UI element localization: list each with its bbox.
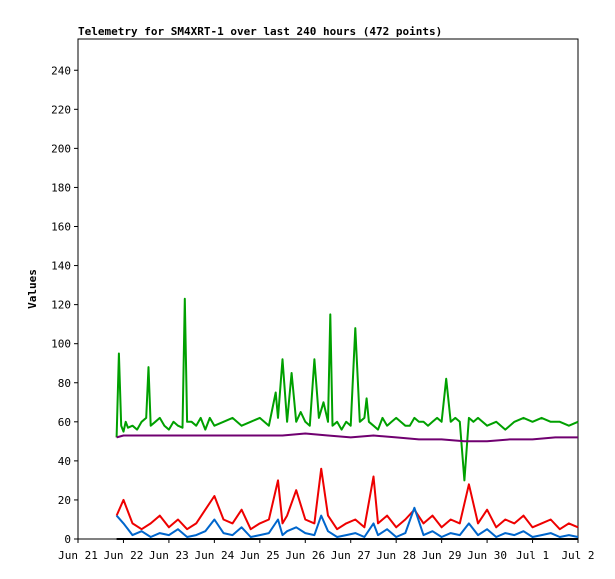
y-tick-label: 0 bbox=[64, 533, 71, 546]
series-line-2 bbox=[115, 467, 579, 531]
y-axis-ticks: 0 20 40 60 80 100 120 140 160 180 200 220 240 bbox=[51, 64, 78, 546]
x-axis-ticks: Jun 21 Jun 22 Jun 23 Jun 24 Jun 25 Jun 26 Jun … bbox=[58, 539, 595, 562]
chart-title: Telemetry for SM4XRT-1 over last 240 hou… bbox=[78, 25, 442, 38]
x-tick-label: Jun 26 bbox=[285, 549, 325, 562]
y-tick-label: 100 bbox=[51, 338, 71, 351]
x-tick-label: Jun 24 bbox=[194, 549, 234, 562]
y-tick-label: 140 bbox=[51, 260, 71, 273]
x-tick-label: Jul 2 bbox=[561, 549, 594, 562]
series-line-1 bbox=[116, 432, 578, 443]
y-tick-label: 120 bbox=[51, 299, 71, 312]
x-tick-label: Jun 27 bbox=[331, 549, 371, 562]
series-line-3 bbox=[115, 506, 579, 538]
x-tick-label: Jun 29 bbox=[422, 549, 462, 562]
x-tick-label: Jun 30 bbox=[467, 549, 507, 562]
y-tick-label: 160 bbox=[51, 221, 71, 234]
y-tick-label: 80 bbox=[58, 377, 71, 390]
y-tick-label: 20 bbox=[58, 494, 71, 507]
data-series bbox=[115, 297, 579, 540]
y-tick-label: 240 bbox=[51, 64, 71, 77]
x-tick-label: Jul 1 bbox=[516, 549, 549, 562]
y-axis-label: Values bbox=[26, 269, 39, 309]
y-tick-label: 180 bbox=[51, 181, 71, 194]
x-tick-label: Jun 21 bbox=[58, 549, 98, 562]
x-tick-label: Jun 25 bbox=[240, 549, 280, 562]
x-tick-label: Jun 23 bbox=[149, 549, 189, 562]
y-tick-label: 60 bbox=[58, 416, 71, 429]
x-tick-label: Jun 22 bbox=[104, 549, 144, 562]
y-tick-label: 200 bbox=[51, 142, 71, 155]
x-tick-label: Jun 28 bbox=[376, 549, 416, 562]
series-line-0 bbox=[115, 297, 579, 482]
y-tick-label: 40 bbox=[58, 455, 71, 468]
y-tick-label: 220 bbox=[51, 103, 71, 116]
